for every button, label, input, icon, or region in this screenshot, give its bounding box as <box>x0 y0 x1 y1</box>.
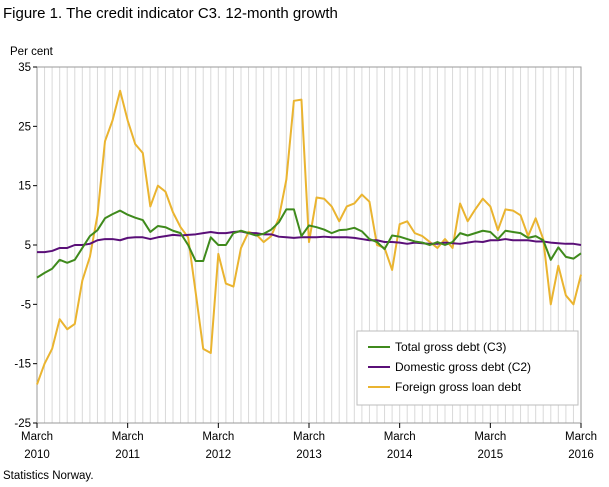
y-axis-ticks: 35 25 15 5 -5 -15 -25 <box>14 62 37 430</box>
y-tick-label: 35 <box>18 62 31 74</box>
series-line-domestic-c2 <box>37 230 582 254</box>
x-tick-label-month: March <box>21 431 53 443</box>
y-tick-label: 15 <box>18 181 31 193</box>
legend-entry-foreign-label: Foreign gross loan debt <box>395 380 522 394</box>
x-tick-label-year: 2014 <box>387 449 413 461</box>
series-lines <box>36 89 582 385</box>
series-line-foreign <box>36 89 582 385</box>
x-tick-label-month: March <box>565 431 597 443</box>
y-tick-label: 5 <box>25 240 31 252</box>
y-tick-label: -25 <box>14 418 31 430</box>
source-note: Statistics Norway. <box>3 470 94 482</box>
legend-entry-total-c3-label: Total gross debt (C3) <box>395 340 506 354</box>
x-tick-label-year: 2010 <box>24 449 50 461</box>
x-tick-label-year: 2015 <box>478 449 504 461</box>
x-tick-label-month: March <box>384 431 416 443</box>
x-tick-label-month: March <box>112 431 144 443</box>
series-line-total-c3 <box>36 208 582 279</box>
x-tick-label-month: March <box>202 431 234 443</box>
chart-title: Figure 1. The credit indicator C3. 12-mo… <box>3 5 338 22</box>
legend-entry-domestic-c2-label: Domestic gross debt (C2) <box>395 360 531 374</box>
x-tick-label-month: March <box>474 431 506 443</box>
x-tick-label-year: 2016 <box>568 449 594 461</box>
legend-box <box>356 330 579 406</box>
y-tick-label: -5 <box>21 299 31 311</box>
y-tick-label: -15 <box>14 359 31 371</box>
x-tick-label-year: 2013 <box>296 449 322 461</box>
y-axis-label: Per cent <box>10 46 54 58</box>
x-tick-label-year: 2011 <box>115 449 140 461</box>
x-tick-label-month: March <box>293 431 325 443</box>
x-tick-label-year: 2012 <box>206 449 232 461</box>
legend: Total gross debt (C3) Domestic gross debt… <box>356 330 579 406</box>
vertical-gridlines <box>44 67 574 423</box>
x-axis-ticks: March 2010 March 2011 March 2012 March 2013 Marc… <box>21 423 597 461</box>
y-tick-label: 25 <box>18 121 31 133</box>
